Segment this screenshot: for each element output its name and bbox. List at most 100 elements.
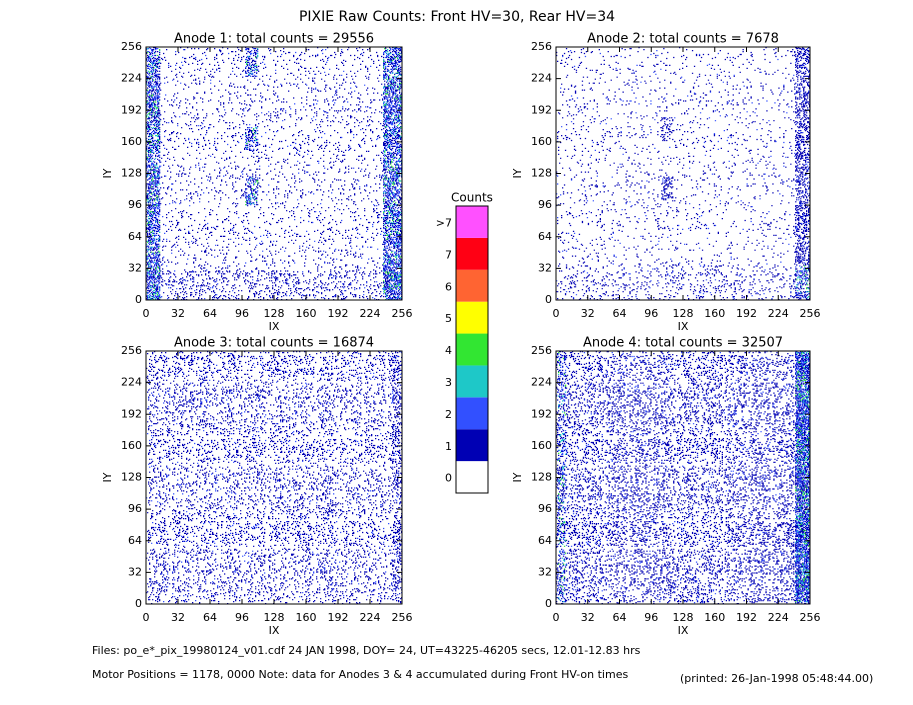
y-tick-label: 224 bbox=[121, 376, 142, 389]
colorbar-label: 2 bbox=[445, 408, 452, 421]
x-tick-label: 256 bbox=[392, 307, 413, 320]
x-tick-label: 32 bbox=[171, 307, 185, 320]
x-tick-label: 160 bbox=[704, 307, 725, 320]
colorbar-label: 5 bbox=[445, 312, 452, 325]
colorbar-box bbox=[456, 333, 488, 366]
x-tick-label: 128 bbox=[264, 307, 285, 320]
colorbar-label: 7 bbox=[445, 248, 452, 261]
x-tick-label: 160 bbox=[704, 611, 725, 624]
x-tick-label: 192 bbox=[736, 611, 757, 624]
x-tick-label: 256 bbox=[800, 611, 821, 624]
y-tick-label: 96 bbox=[538, 502, 552, 515]
y-tick-label: 128 bbox=[121, 471, 142, 484]
x-tick-label: 0 bbox=[143, 307, 150, 320]
x-tick-label: 256 bbox=[800, 307, 821, 320]
count-texture bbox=[556, 47, 811, 301]
page-title: PIXIE Raw Counts: Front HV=30, Rear HV=3… bbox=[299, 9, 615, 25]
colorbar-frame bbox=[455, 205, 489, 494]
y-tick-label: 96 bbox=[538, 198, 552, 211]
y-tick-label: 192 bbox=[531, 103, 552, 116]
y-tick-label: 160 bbox=[531, 135, 552, 148]
colorbar-label: 0 bbox=[445, 472, 452, 485]
colorbar-label: 1 bbox=[445, 440, 452, 453]
x-tick-label: 192 bbox=[328, 611, 349, 624]
count-texture bbox=[146, 47, 403, 301]
panel-title: Anode 3: total counts = 16874 bbox=[174, 336, 374, 351]
count-texture bbox=[146, 351, 403, 605]
y-tick-label: 0 bbox=[545, 293, 552, 306]
plot-frame bbox=[555, 46, 811, 301]
x-axis-label: IX bbox=[678, 320, 689, 333]
colorbar-title: Counts bbox=[451, 191, 493, 205]
x-tick-label: 96 bbox=[644, 307, 658, 320]
y-tick-label: 64 bbox=[128, 534, 142, 547]
y-tick-label: 192 bbox=[531, 407, 552, 420]
x-axis-label: IX bbox=[678, 624, 689, 637]
y-tick-label: 32 bbox=[128, 261, 142, 274]
x-tick-label: 192 bbox=[736, 307, 757, 320]
heatmap-panel: Anode 2: total counts = 7678 0 32 64 96 128 16… bbox=[511, 32, 821, 334]
colorbar-box bbox=[456, 461, 488, 493]
x-tick-label: 32 bbox=[581, 307, 595, 320]
y-axis-label: IY bbox=[101, 168, 114, 178]
y-tick-label: 64 bbox=[538, 230, 552, 243]
colorbar-box bbox=[456, 365, 488, 398]
y-tick-label: 128 bbox=[531, 167, 552, 180]
colorbar-label: >7 bbox=[436, 217, 452, 230]
x-tick-label: 256 bbox=[392, 611, 413, 624]
x-tick-label: 0 bbox=[143, 611, 150, 624]
heatmap-panel: Anode 4: total counts = 32507 0 32 64 96 128 1… bbox=[511, 336, 821, 638]
panel-title: Anode 2: total counts = 7678 bbox=[587, 32, 779, 47]
x-tick-label: 224 bbox=[768, 307, 789, 320]
y-axis-label: IY bbox=[101, 472, 114, 482]
colorbar-box bbox=[456, 237, 488, 270]
y-tick-label: 0 bbox=[135, 597, 142, 610]
footer-printed: (printed: 26-Jan-1998 05:48:44.00) bbox=[680, 672, 873, 685]
x-tick-label: 128 bbox=[264, 611, 285, 624]
y-tick-label: 192 bbox=[121, 407, 142, 420]
y-tick-label: 64 bbox=[128, 230, 142, 243]
x-axis-label: IX bbox=[269, 624, 280, 637]
panel-title: Anode 1: total counts = 29556 bbox=[174, 32, 374, 47]
x-tick-label: 32 bbox=[581, 611, 595, 624]
y-tick-label: 224 bbox=[121, 72, 142, 85]
colorbar-box bbox=[456, 301, 488, 334]
colorbar-label: 6 bbox=[445, 280, 452, 293]
x-tick-label: 96 bbox=[644, 611, 658, 624]
y-tick-label: 96 bbox=[128, 198, 142, 211]
y-tick-label: 32 bbox=[128, 565, 142, 578]
y-tick-label: 192 bbox=[121, 103, 142, 116]
y-tick-label: 96 bbox=[128, 502, 142, 515]
x-tick-label: 64 bbox=[613, 307, 627, 320]
y-axis-label: IY bbox=[511, 472, 524, 482]
count-texture bbox=[556, 48, 811, 301]
y-tick-label: 224 bbox=[531, 72, 552, 85]
x-tick-label: 96 bbox=[235, 307, 249, 320]
colorbar-box bbox=[456, 429, 488, 462]
heatmap-panel: Anode 3: total counts = 16874 0 32 64 96 128 1… bbox=[101, 336, 413, 638]
count-texture bbox=[146, 351, 403, 603]
colorbar-box bbox=[456, 397, 488, 430]
y-tick-label: 256 bbox=[121, 344, 142, 357]
x-tick-label: 128 bbox=[673, 611, 694, 624]
x-tick-label: 224 bbox=[768, 611, 789, 624]
footer-files: Files: po_e*_pix_19980124_v01.cdf 24 JAN… bbox=[92, 644, 641, 657]
y-tick-label: 160 bbox=[531, 439, 552, 452]
x-tick-label: 96 bbox=[235, 611, 249, 624]
x-tick-label: 0 bbox=[553, 611, 560, 624]
x-tick-label: 0 bbox=[553, 307, 560, 320]
colorbar-box bbox=[456, 206, 488, 238]
x-tick-label: 160 bbox=[296, 611, 317, 624]
y-tick-label: 0 bbox=[135, 293, 142, 306]
x-tick-label: 160 bbox=[296, 307, 317, 320]
y-tick-label: 128 bbox=[121, 167, 142, 180]
x-tick-label: 192 bbox=[328, 307, 349, 320]
y-axis-label: IY bbox=[511, 168, 524, 178]
y-tick-label: 224 bbox=[531, 376, 552, 389]
x-tick-label: 64 bbox=[203, 307, 217, 320]
count-texture bbox=[556, 351, 811, 605]
colorbar-box bbox=[456, 269, 488, 302]
heatmap-panel: Anode 1: total counts = 29556 0 32 64 96 128 1… bbox=[101, 32, 413, 334]
x-tick-label: 128 bbox=[673, 307, 694, 320]
